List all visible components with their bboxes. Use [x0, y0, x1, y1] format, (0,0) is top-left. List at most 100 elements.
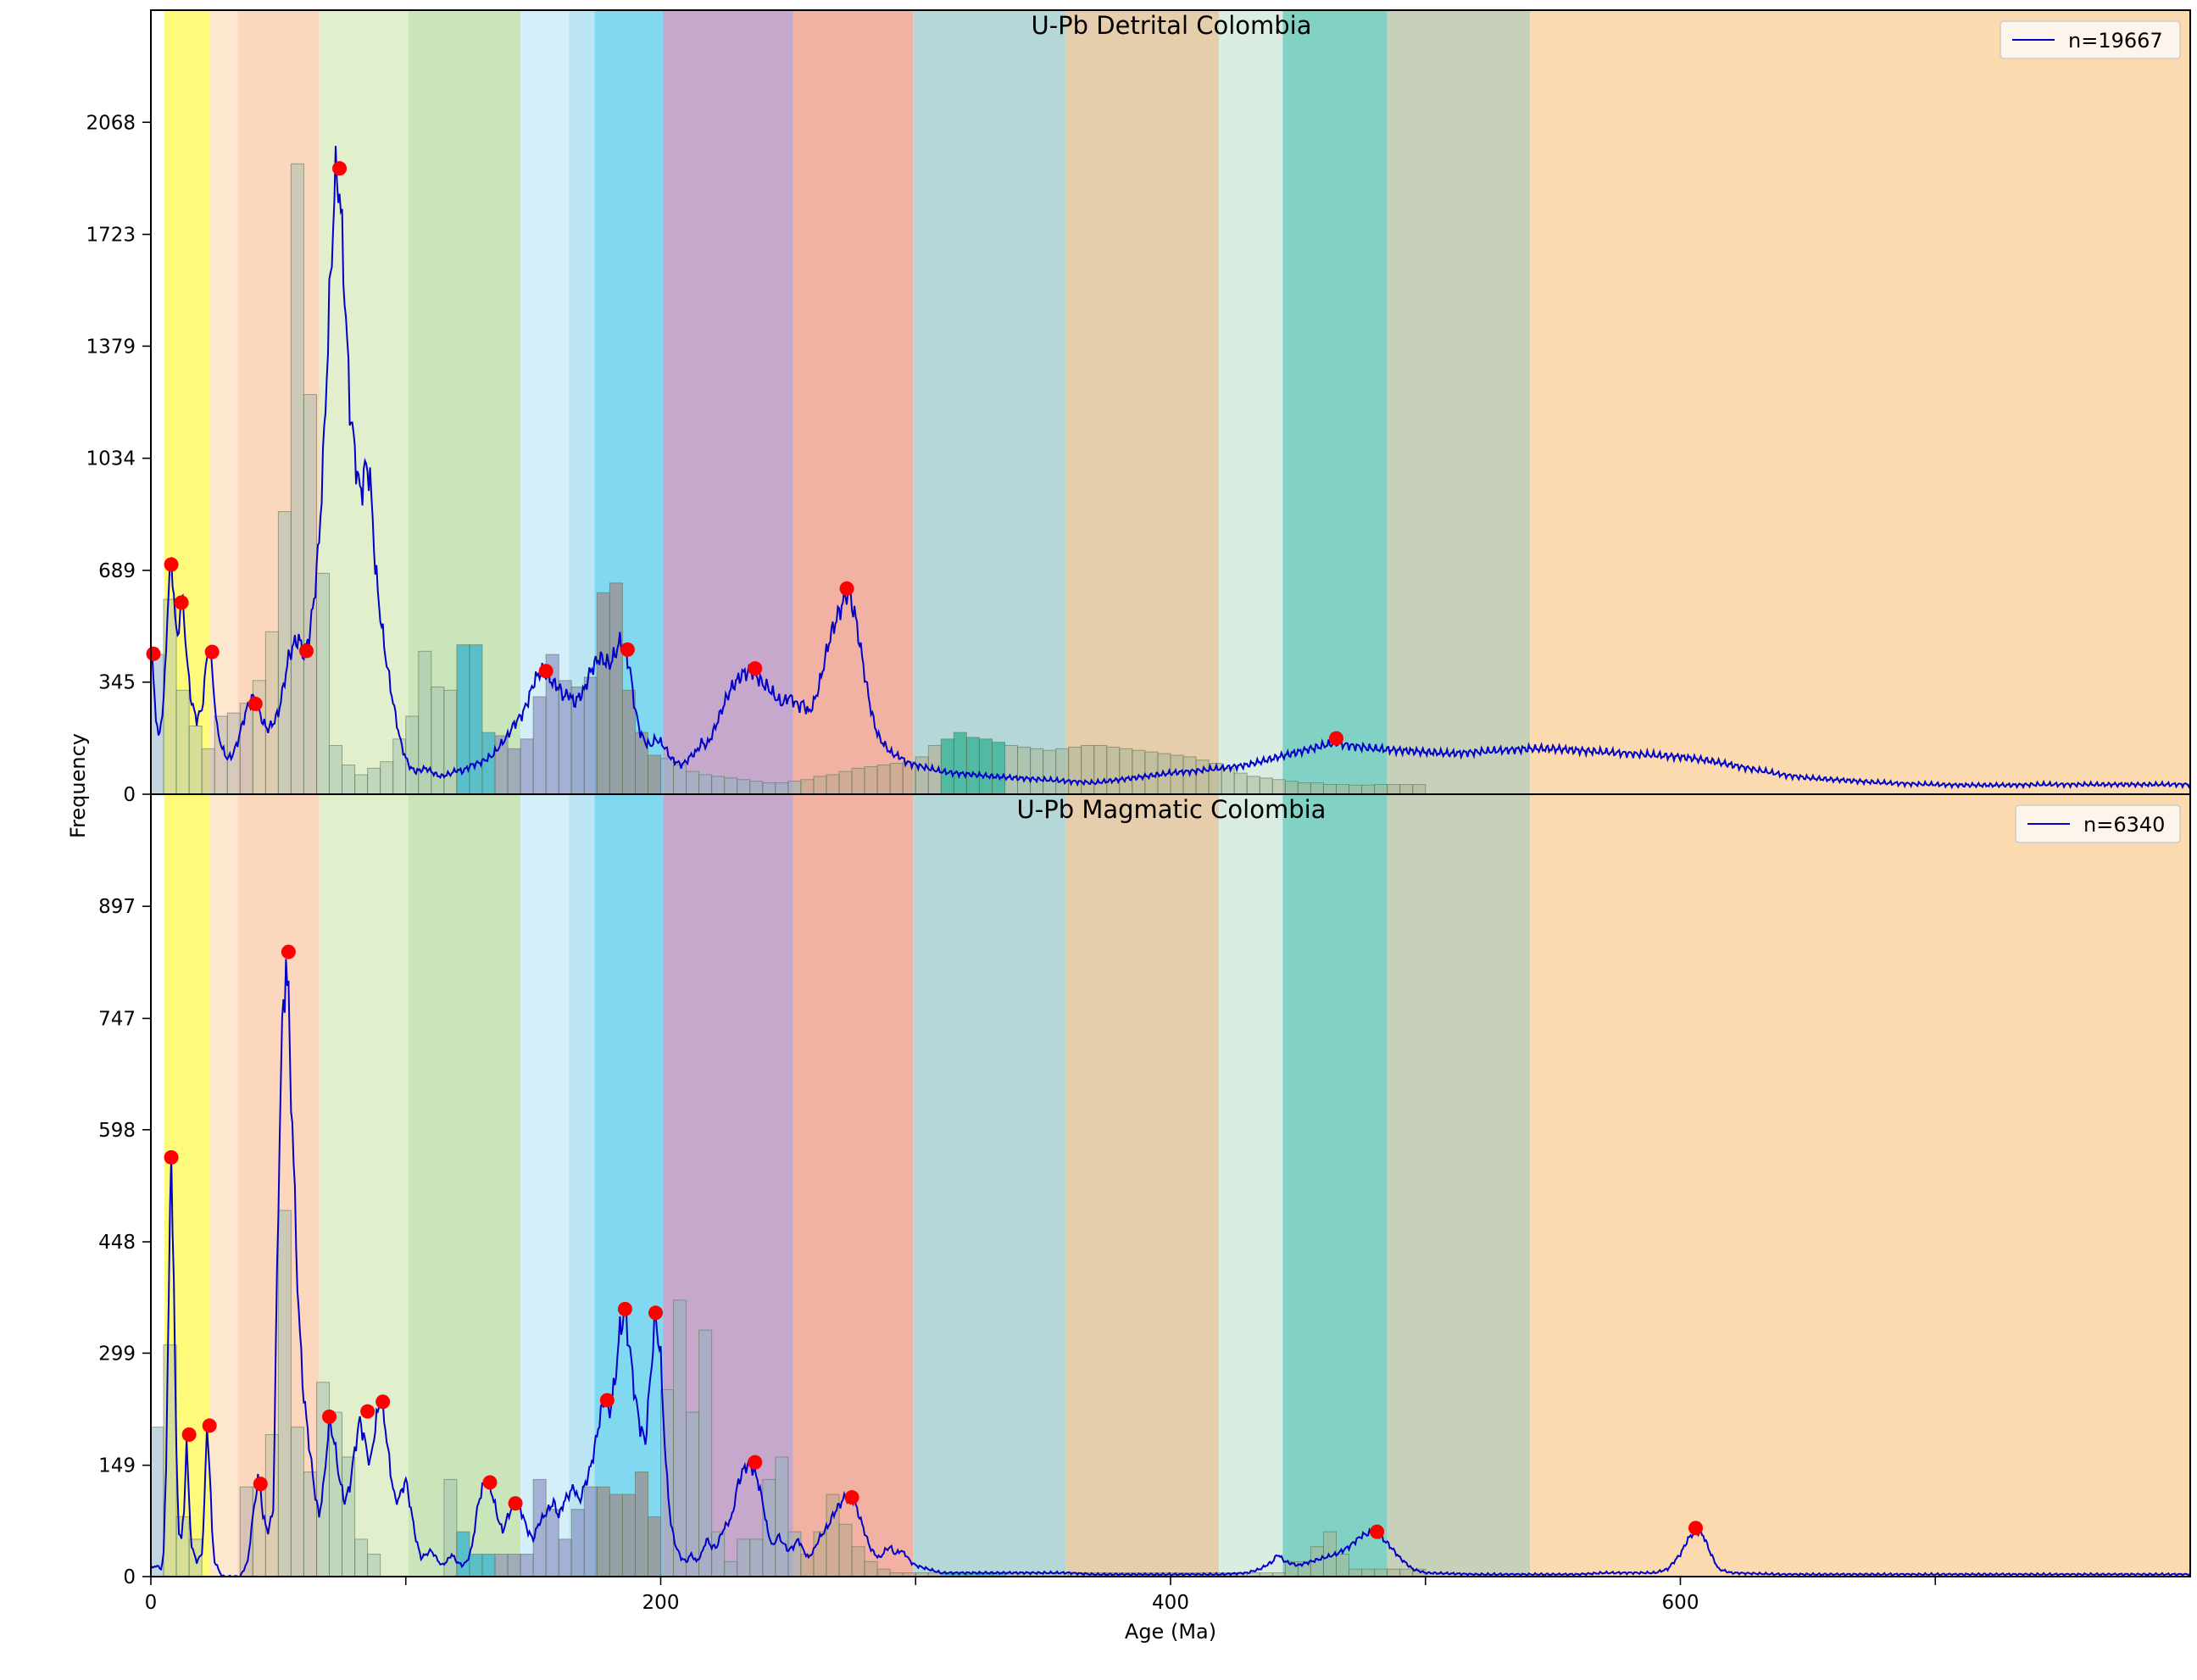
histogram-bar: [1233, 772, 1248, 795]
axes-frame: [150, 793, 2191, 1577]
peak-marker: [164, 1149, 179, 1165]
y-tick-label: 1723: [86, 225, 136, 247]
peak-marker: [599, 1393, 615, 1408]
x-tick-label: 200: [642, 1592, 680, 1614]
histogram-bar: [686, 770, 700, 795]
histogram-bar: [724, 777, 738, 795]
histogram-bar: [889, 763, 904, 795]
histogram-bar: [342, 764, 356, 795]
period-band: [1387, 10, 1531, 794]
x-axis: 0 200 400 600: [145, 1577, 1937, 1614]
histogram-bar: [1132, 749, 1146, 795]
histogram-bar: [507, 748, 521, 795]
histogram-bar: [1374, 783, 1388, 795]
panel-title: U-Pb Magmatic Colombia: [1017, 795, 1327, 824]
histogram-bar: [660, 758, 675, 795]
histogram-bar: [380, 761, 394, 795]
peak-marker: [508, 1496, 523, 1511]
histogram-bar: [1068, 746, 1082, 795]
histogram-bar: [876, 764, 891, 795]
histogram-bar: [239, 703, 253, 795]
peak-marker: [375, 1394, 391, 1410]
histogram-bar: [775, 782, 789, 795]
histogram-bar: [329, 744, 343, 795]
histogram-bar: [609, 582, 623, 795]
legend: n=19667: [2000, 20, 2181, 59]
histogram-bar: [150, 1427, 164, 1577]
histogram-bar: [163, 598, 177, 795]
peak-marker: [1328, 731, 1343, 746]
period-band: [594, 794, 664, 1577]
panel-title: U-Pb Detrital Colombia: [1031, 11, 1311, 40]
histogram-bar: [851, 767, 865, 795]
y-tick-label: 1034: [86, 448, 136, 470]
peak-marker: [360, 1404, 375, 1419]
histogram-bar: [800, 1554, 815, 1577]
histogram-bar: [342, 1456, 356, 1577]
histogram-bar: [1106, 746, 1121, 795]
histogram-bar: [762, 1478, 776, 1577]
period-band: [793, 10, 914, 794]
peak-marker: [748, 661, 763, 676]
histogram-bar: [749, 1538, 764, 1577]
legend-label: n=19667: [2068, 29, 2163, 53]
x-tick-label: 600: [1662, 1592, 1699, 1614]
period-bands: [151, 794, 2190, 1577]
histogram-bar: [507, 1554, 521, 1577]
y-tick-label: 0: [123, 1566, 136, 1588]
period-band: [1387, 794, 1531, 1577]
peak-markers: [146, 161, 1343, 746]
histogram-bar: [188, 725, 203, 795]
y-tick-label: 897: [98, 896, 136, 918]
histogram-bar: [1030, 748, 1044, 795]
histogram-bar: [469, 1554, 483, 1577]
histogram-bar: [915, 756, 929, 795]
y-tick-label: 747: [98, 1008, 136, 1030]
y-tick-label: 598: [98, 1120, 136, 1142]
histogram-bar: [175, 689, 190, 795]
histogram-bar: [634, 1471, 648, 1577]
kde-line: [150, 146, 2191, 790]
histogram-bar: [443, 689, 458, 795]
histogram-bar: [711, 1531, 726, 1577]
histogram-bar: [583, 676, 598, 795]
histogram-bar: [329, 1411, 343, 1577]
histogram-bar: [698, 1329, 713, 1577]
histogram-bar: [724, 1560, 738, 1577]
histogram-bar: [596, 592, 610, 795]
histogram-bar: [469, 644, 483, 795]
histogram-bar: [1349, 1568, 1363, 1577]
histogram-bar: [264, 1434, 279, 1577]
peak-marker: [146, 646, 161, 661]
histogram-bar: [737, 1538, 751, 1577]
peak-marker: [839, 581, 854, 596]
legend-box: [2000, 20, 2181, 59]
histogram-bar: [290, 163, 304, 795]
peak-marker: [322, 1409, 337, 1424]
y-tick-label: 299: [98, 1343, 136, 1365]
histogram-bar: [431, 686, 445, 795]
histogram-bar: [1195, 759, 1210, 795]
histogram-bar: [1349, 784, 1363, 795]
legend-box: [2015, 804, 2181, 843]
period-band: [569, 10, 595, 794]
histogram-bar: [698, 774, 713, 795]
period-band: [408, 794, 521, 1577]
peak-marker: [844, 1490, 859, 1505]
period-band: [1219, 10, 1283, 794]
period-band: [913, 10, 1066, 794]
histogram-bar: [609, 1494, 623, 1577]
histogram-bar: [634, 732, 648, 795]
histogram-bar: [405, 715, 420, 795]
histogram-bar: [481, 732, 496, 795]
histogram-bar: [673, 1299, 687, 1577]
histogram-bar: [1399, 783, 1414, 795]
histogram-bar: [1271, 779, 1286, 795]
histogram-bar: [481, 1554, 496, 1577]
peak-marker: [620, 642, 635, 657]
histogram-bar: [520, 1554, 534, 1577]
histogram-bar: [902, 761, 916, 795]
histogram-bar: [1374, 1568, 1388, 1577]
histogram-bar: [583, 1486, 598, 1577]
histogram-bar: [940, 738, 954, 795]
